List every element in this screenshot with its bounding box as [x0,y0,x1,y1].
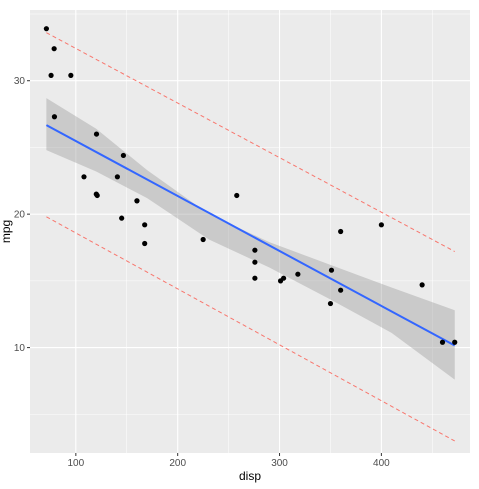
data-point [452,339,458,345]
data-point [200,236,206,243]
data-point [142,240,148,247]
data-point [234,192,240,199]
data-point [119,215,125,221]
data-point [338,228,344,235]
data-point [327,300,334,307]
data-point [295,271,301,277]
data-point [51,46,57,52]
data-point [338,287,344,293]
data-point [93,131,100,137]
x-axis: 100 200 300 400 [67,453,390,469]
data-point [43,26,49,32]
prediction-lower-line [46,216,455,442]
data-point [51,114,58,120]
x-axis-title: disp [239,469,261,483]
data-point [439,339,446,345]
y-axis: 10 20 30 [14,76,30,354]
data-point [252,275,258,281]
plot-panel [30,10,470,453]
data-point [48,72,54,78]
data-point [252,259,258,265]
data-point [419,282,425,288]
data-point [134,198,140,204]
data-point [378,222,384,228]
fit-line [45,124,456,347]
x-tick-label: 300 [271,458,288,469]
x-tick-label: 200 [169,458,186,469]
major-grid [30,10,470,453]
y-tick-label: 10 [14,343,26,354]
data-points [43,26,458,345]
data-point [328,267,335,273]
x-tick-label: 100 [67,458,84,469]
confidence-band [46,98,455,380]
prediction-upper-line [46,32,455,252]
data-point [252,247,258,253]
x-tick-label: 400 [373,458,390,469]
data-point [94,192,100,199]
data-point [68,72,74,78]
data-point [114,174,120,180]
y-tick-label: 20 [14,210,26,221]
y-tick-label: 30 [14,76,26,87]
data-point [142,222,148,228]
data-point [277,278,284,284]
data-point [81,174,87,180]
data-point [120,152,126,159]
y-axis-title: mpg [0,220,13,243]
minor-grid [30,10,470,453]
